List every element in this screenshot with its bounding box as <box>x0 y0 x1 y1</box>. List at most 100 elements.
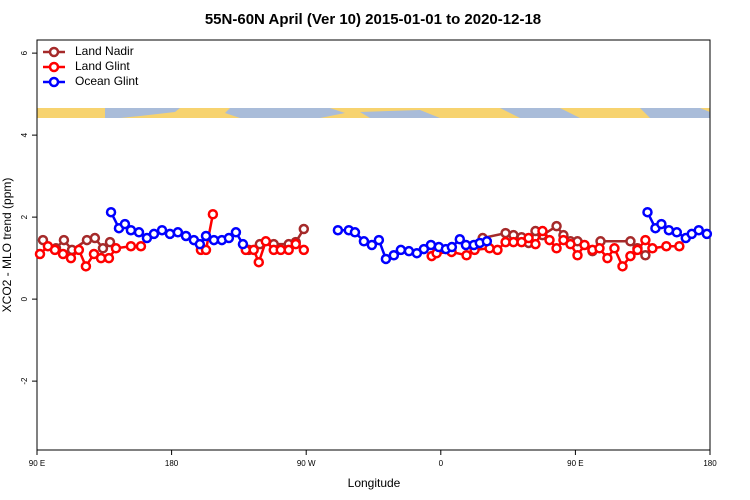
data-point <box>656 218 667 230</box>
data-point <box>180 230 192 242</box>
data-point <box>237 238 249 250</box>
data-point <box>49 244 61 256</box>
data-point <box>602 252 613 264</box>
legend-label: Land Glint <box>75 59 130 73</box>
data-point <box>388 250 400 261</box>
data-point <box>647 243 658 254</box>
y-tick-label: 4 <box>20 132 29 137</box>
data-point <box>164 228 176 240</box>
legend-marker <box>48 46 60 58</box>
legend-label: Land Nadir <box>75 44 134 58</box>
data-point <box>135 240 147 252</box>
data-point <box>661 240 672 252</box>
data-point <box>454 234 466 245</box>
data-point <box>572 250 583 261</box>
data-point <box>230 227 242 238</box>
data-point <box>172 227 184 238</box>
x-tick-label: 0 <box>439 459 444 468</box>
data-point <box>609 243 620 254</box>
series <box>105 206 713 265</box>
x-tick-label: 180 <box>165 459 179 468</box>
data-point <box>446 241 458 253</box>
data-point <box>701 228 713 240</box>
data-point <box>298 223 310 235</box>
data-point <box>395 244 407 256</box>
y-tick-label: -2 <box>20 377 29 385</box>
data-point <box>89 232 101 244</box>
data-point <box>133 227 145 238</box>
data-point <box>492 244 503 256</box>
data-point <box>200 230 212 242</box>
x-tick-label: 180 <box>703 459 717 468</box>
data-point <box>349 227 361 238</box>
data-point <box>105 206 117 218</box>
data-point <box>200 244 212 256</box>
data-point <box>508 236 519 248</box>
data-point <box>125 240 137 252</box>
data-point <box>565 238 576 250</box>
x-axis-label: Longitude <box>348 476 401 490</box>
data-point <box>537 225 548 237</box>
data-point <box>530 238 541 250</box>
data-point <box>380 253 392 265</box>
x-tick-label: 90 E <box>29 459 45 468</box>
data-point <box>373 234 385 246</box>
data-point <box>283 244 294 256</box>
data-point <box>579 239 590 251</box>
y-tick-label: 6 <box>20 50 29 55</box>
data-point <box>693 224 705 236</box>
data-point <box>617 261 628 272</box>
data-point <box>207 209 219 220</box>
data-point <box>594 243 605 254</box>
legend-marker <box>48 76 60 88</box>
data-point <box>298 244 310 256</box>
data-point <box>73 244 85 256</box>
data-point <box>104 236 116 248</box>
data-point <box>632 244 643 256</box>
data-point <box>125 224 137 236</box>
data-point <box>481 236 493 247</box>
data-point <box>625 236 636 247</box>
data-point <box>551 243 562 254</box>
data-point <box>194 238 206 250</box>
data-point <box>119 218 131 230</box>
data-point <box>103 252 115 264</box>
data-point <box>332 224 344 236</box>
data-point <box>57 248 69 260</box>
data-point <box>248 244 259 256</box>
x-tick-label: 90 E <box>567 459 583 468</box>
data-point <box>148 228 160 240</box>
data-point <box>80 261 92 272</box>
data-point <box>34 248 46 260</box>
data-point <box>223 232 235 244</box>
data-point <box>97 243 109 254</box>
legend-label: Ocean Glint <box>75 74 139 88</box>
data-point <box>58 234 70 246</box>
data-point <box>544 234 555 246</box>
data-point <box>461 250 472 261</box>
data-point <box>640 250 651 261</box>
map-strip <box>37 108 710 118</box>
data-point <box>65 252 77 264</box>
series <box>34 209 685 272</box>
legend-marker <box>48 61 60 73</box>
y-tick-label: 0 <box>20 296 29 301</box>
chart-title: 55N-60N April (Ver 10) 2015-01-01 to 202… <box>205 11 541 28</box>
y-axis-label: XCO2 - MLO trend (ppm) <box>0 178 14 313</box>
data-point <box>253 256 265 268</box>
data-point <box>290 238 301 250</box>
data-point <box>260 236 272 247</box>
data-point <box>110 243 122 254</box>
data-point <box>358 236 370 247</box>
data-point <box>156 224 168 236</box>
data-point <box>640 234 651 246</box>
y-tick-label: 2 <box>20 214 29 219</box>
data-point <box>625 250 636 262</box>
data-point <box>671 227 683 238</box>
x-tick-label: 90 W <box>297 459 316 468</box>
data-point <box>674 240 685 252</box>
data-point <box>523 232 534 244</box>
data-point <box>366 239 378 251</box>
data-point <box>642 206 653 218</box>
